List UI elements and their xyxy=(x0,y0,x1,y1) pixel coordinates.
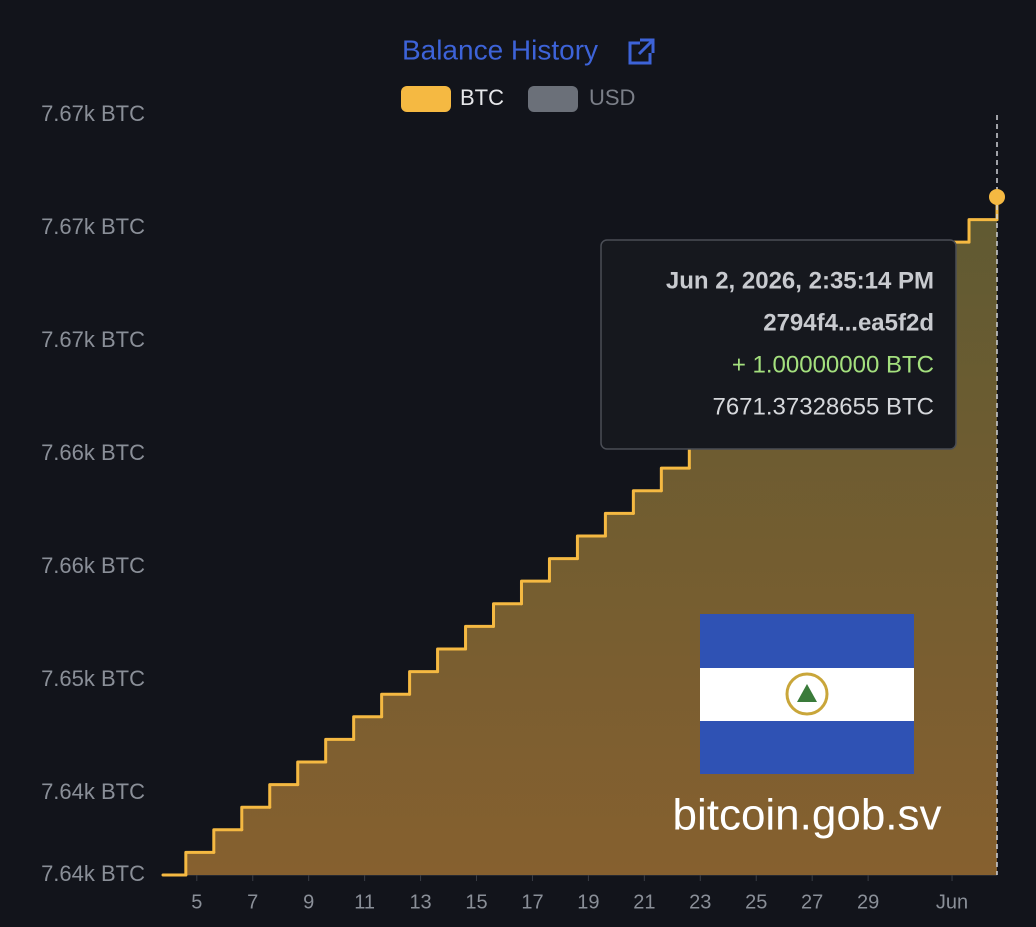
x-tick-label: 17 xyxy=(521,891,543,913)
x-tick-label: 7 xyxy=(247,891,258,913)
step-segment xyxy=(575,534,607,561)
x-tick-label: 11 xyxy=(354,891,375,913)
x-tick-label: 5 xyxy=(191,891,202,913)
x-tick-label: Jun xyxy=(936,891,968,913)
step-segment xyxy=(659,466,691,493)
step-segment xyxy=(184,850,216,877)
x-tick-label: 9 xyxy=(303,891,314,913)
y-tick-label: 7.65k BTC xyxy=(41,666,145,691)
x-tick-label: 23 xyxy=(689,891,711,913)
y-tick-label: 7.64k BTC xyxy=(41,779,145,804)
step-segment xyxy=(436,647,468,674)
x-tick-label: 15 xyxy=(465,891,487,913)
active-point xyxy=(989,188,1005,205)
step-segment xyxy=(464,624,496,651)
step-segment xyxy=(352,715,384,741)
x-tick-label: 29 xyxy=(857,891,879,913)
y-tick-label: 7.67k BTC xyxy=(41,101,145,126)
y-tick-label: 7.66k BTC xyxy=(41,440,145,465)
step-segment xyxy=(324,737,356,764)
tooltip-balance: 7671.37328655 BTC xyxy=(712,393,934,420)
step-segment xyxy=(519,579,551,606)
step-segment xyxy=(296,760,328,787)
legend-swatch[interactable] xyxy=(401,86,451,112)
external-link-icon[interactable] xyxy=(628,38,655,65)
y-tick-label: 7.66k BTC xyxy=(41,553,145,578)
step-segment xyxy=(268,783,300,809)
step-segment xyxy=(492,602,523,628)
tooltip-time: Jun 2, 2026, 2:35:14 PM xyxy=(666,267,934,294)
x-tick-label: 27 xyxy=(801,891,823,913)
step-segment xyxy=(212,828,244,854)
step-segment xyxy=(967,218,999,244)
y-tick-label: 7.67k BTC xyxy=(41,214,145,239)
legend-swatch[interactable] xyxy=(528,86,578,112)
tooltip: Jun 2, 2026, 2:35:14 PM 2794f4...ea5f2d … xyxy=(600,239,957,450)
step-segment xyxy=(547,557,579,583)
step-segment xyxy=(603,511,635,538)
step-segment xyxy=(240,805,272,832)
chart-title[interactable]: Balance History xyxy=(402,34,598,65)
x-tick-label: 13 xyxy=(409,891,431,913)
x-tick-label: 19 xyxy=(577,891,599,913)
x-tick-label: 21 xyxy=(633,891,655,913)
flag xyxy=(700,614,914,774)
watermark: bitcoin.gob.sv xyxy=(672,791,941,840)
step-segment xyxy=(631,489,663,515)
y-tick-label: 7.67k BTC xyxy=(41,327,145,352)
tooltip-change: + 1.00000000 BTC xyxy=(732,351,934,378)
legend-label[interactable]: USD xyxy=(589,85,635,110)
tooltip-tx: 2794f4...ea5f2d xyxy=(763,309,934,336)
step-segment xyxy=(408,670,440,696)
step-segment xyxy=(380,692,412,719)
legend-label[interactable]: BTC xyxy=(460,85,504,110)
x-tick-label: 25 xyxy=(745,891,767,913)
y-tick-label: 7.64k BTC xyxy=(41,861,145,886)
